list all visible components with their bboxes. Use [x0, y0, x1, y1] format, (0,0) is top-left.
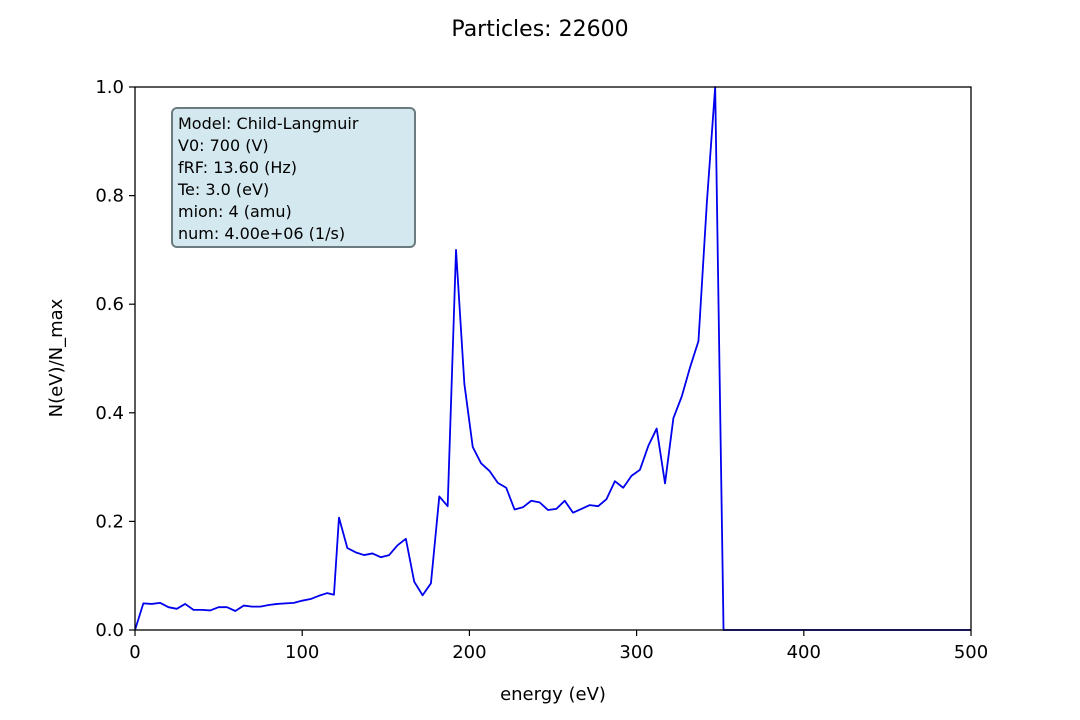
x-axis-label: energy (eV) [500, 684, 606, 705]
x-tick-label: 300 [619, 642, 653, 663]
y-tick-label: 0.4 [95, 403, 124, 424]
series-line-0 [134, 86, 971, 631]
y-tick-label: 1.0 [95, 77, 124, 98]
y-tick-label: 0.2 [95, 511, 124, 532]
annotation-line: fRF: 13.60 (Hz) [178, 158, 297, 177]
x-tick-label: 100 [285, 642, 319, 663]
y-tick-label: 0.8 [95, 186, 124, 207]
annotation-line: num: 4.00e+06 (1/s) [178, 224, 345, 243]
chart-title: Particles: 22600 [451, 17, 628, 42]
annotation-box: Model: Child-Langmuir V0: 700 (V) fRF: 13.… [171, 107, 416, 248]
x-tick-label: 200 [452, 642, 486, 663]
y-tick-label: 0.0 [95, 620, 124, 641]
y-axis-ticks: 0.0 0.2 0.4 0.6 0.8 1.0 [95, 77, 135, 641]
axes-frame [134, 86, 972, 631]
annotation-line: Model: Child-Langmuir [178, 114, 359, 133]
annotation-line: V0: 700 (V) [178, 136, 269, 155]
annotation-background [171, 107, 416, 248]
x-tick-label: 500 [954, 642, 988, 663]
x-tick-label: 0 [129, 642, 140, 663]
x-axis-ticks: 0 100 200 300 400 500 [129, 630, 988, 663]
series-layer [134, 86, 971, 631]
annotation-line: mion: 4 (amu) [178, 202, 292, 221]
plot-area: 0 100 200 300 400 500 0.0 0.2 0.4 0.6 0.8 1.0 Mode… [95, 77, 988, 663]
x-tick-label: 400 [787, 642, 821, 663]
annotation-line: Te: 3.0 (eV) [177, 180, 269, 199]
y-tick-label: 0.6 [95, 294, 124, 315]
y-axis-label: N(eV)/N_max [46, 298, 67, 417]
